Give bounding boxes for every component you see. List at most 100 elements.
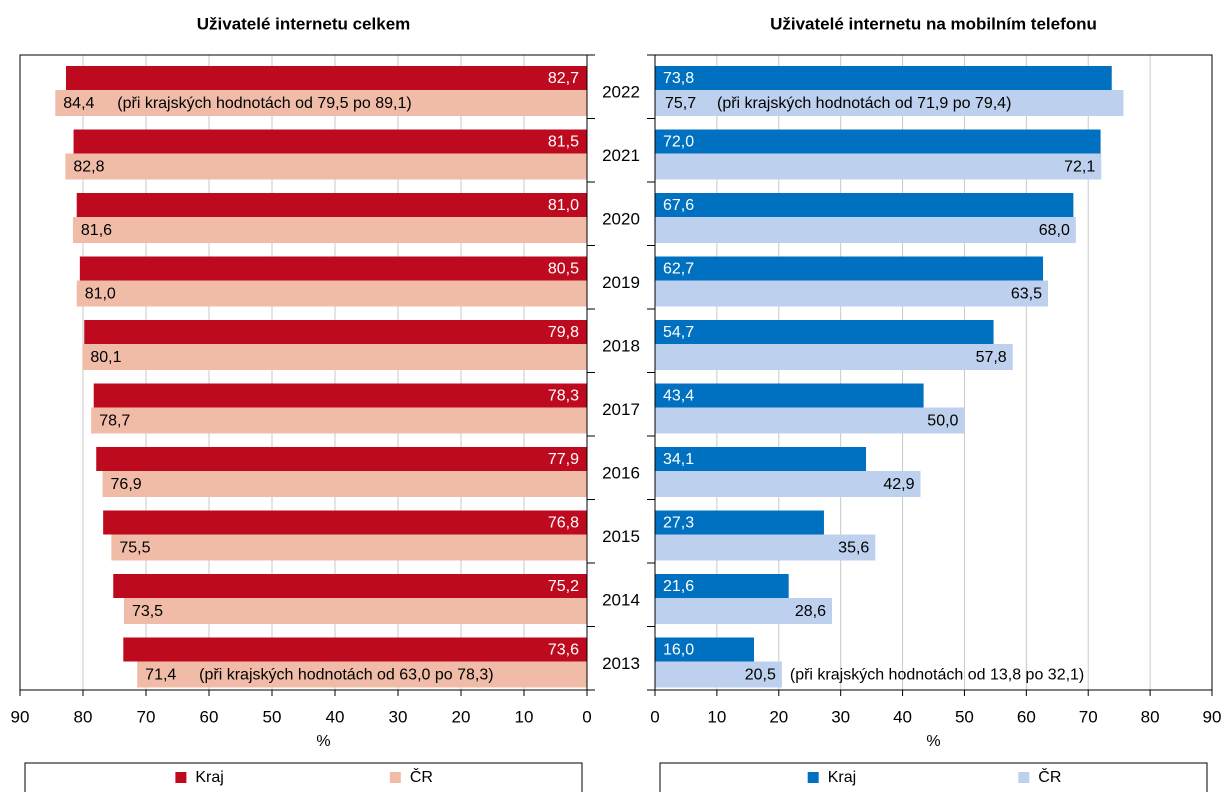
x-tick-label: 60 bbox=[1017, 707, 1036, 726]
bar bbox=[79, 256, 587, 281]
category-label: 2022 bbox=[602, 82, 640, 101]
bar bbox=[103, 510, 587, 535]
value-label: 72,1 bbox=[1064, 159, 1095, 176]
value-label: 82,7 bbox=[548, 70, 579, 87]
x-axis-label: % bbox=[316, 733, 330, 750]
value-label: 73,5 bbox=[132, 603, 163, 620]
bar bbox=[55, 90, 587, 116]
value-label: 72,0 bbox=[663, 134, 694, 151]
x-tick-label: 10 bbox=[515, 707, 534, 726]
x-tick-label: 80 bbox=[1141, 707, 1160, 726]
bar bbox=[123, 637, 587, 662]
bar bbox=[123, 598, 587, 624]
legend-box bbox=[659, 762, 1208, 792]
value-label: 54,7 bbox=[663, 324, 694, 341]
x-tick-label: 90 bbox=[1203, 707, 1222, 726]
value-label: 75,5 bbox=[119, 540, 150, 557]
value-label: 80,5 bbox=[548, 261, 579, 278]
value-label: 75,2 bbox=[548, 578, 579, 595]
bar bbox=[655, 447, 867, 471]
chart-title: Uživatelé internetu na mobilním telefonu bbox=[770, 14, 1097, 33]
category-label: 2021 bbox=[602, 146, 640, 165]
bar bbox=[65, 66, 588, 90]
bar bbox=[65, 153, 588, 180]
bar bbox=[655, 129, 1101, 154]
x-tick-label: 30 bbox=[389, 707, 408, 726]
value-label: 43,4 bbox=[663, 388, 694, 405]
annotation: (při krajských hodnotách od 71,9 po 79,4… bbox=[717, 95, 1011, 112]
bar bbox=[655, 534, 876, 561]
value-label: 20,5 bbox=[745, 667, 776, 684]
bar bbox=[655, 193, 1074, 217]
value-label: 81,5 bbox=[548, 134, 579, 151]
value-label: 76,9 bbox=[111, 476, 142, 493]
value-label: 81,0 bbox=[85, 286, 116, 303]
bar bbox=[82, 344, 588, 370]
bar bbox=[655, 217, 1076, 243]
value-label: 34,1 bbox=[663, 451, 694, 468]
bar bbox=[655, 344, 1013, 370]
legend-swatch bbox=[1018, 772, 1030, 783]
value-label: 81,0 bbox=[548, 197, 579, 214]
value-label: 81,6 bbox=[81, 222, 112, 239]
value-label: 42,9 bbox=[883, 476, 914, 493]
category-label: 2017 bbox=[602, 400, 640, 419]
x-tick-label: 20 bbox=[452, 707, 471, 726]
bar bbox=[96, 447, 587, 471]
value-label: 75,7 bbox=[665, 95, 696, 112]
value-label: 27,3 bbox=[663, 515, 694, 532]
x-tick-label: 60 bbox=[200, 707, 219, 726]
value-label: 21,6 bbox=[663, 578, 694, 595]
category-label: 2013 bbox=[602, 654, 640, 673]
bar bbox=[93, 383, 588, 408]
value-label: 82,8 bbox=[73, 159, 104, 176]
x-tick-label: 30 bbox=[831, 707, 850, 726]
value-label: 68,0 bbox=[1039, 222, 1070, 239]
bar bbox=[84, 320, 587, 344]
legend-swatch bbox=[389, 772, 401, 783]
category-label: 2014 bbox=[602, 590, 640, 609]
bar bbox=[113, 574, 588, 598]
legend-label: ČR bbox=[1038, 767, 1061, 786]
plot-frame bbox=[19, 54, 588, 691]
bar bbox=[655, 471, 921, 497]
bar bbox=[111, 534, 587, 561]
value-label: 67,6 bbox=[663, 197, 694, 214]
x-tick-label: 0 bbox=[650, 707, 659, 726]
value-label: 78,3 bbox=[548, 388, 579, 405]
x-tick-label: 50 bbox=[955, 707, 974, 726]
value-label: 80,1 bbox=[90, 349, 121, 366]
bar bbox=[655, 66, 1112, 90]
category-label: 2015 bbox=[602, 527, 640, 546]
legend-swatch bbox=[807, 772, 819, 783]
bar bbox=[655, 280, 1048, 307]
category-label: 2019 bbox=[602, 273, 640, 292]
bar bbox=[655, 510, 824, 535]
bar bbox=[137, 661, 587, 688]
value-label: 50,0 bbox=[927, 413, 958, 430]
x-tick-label: 70 bbox=[1079, 707, 1098, 726]
legend-label: Kraj bbox=[195, 769, 223, 786]
plot-frame bbox=[654, 54, 1213, 691]
bar bbox=[655, 153, 1102, 180]
value-label: 35,6 bbox=[838, 540, 869, 557]
bar bbox=[73, 129, 588, 154]
value-label: 16,0 bbox=[663, 642, 694, 659]
value-label: 78,7 bbox=[99, 413, 130, 430]
bar bbox=[655, 574, 789, 598]
bar bbox=[655, 256, 1044, 281]
x-tick-label: 20 bbox=[769, 707, 788, 726]
category-label: 2016 bbox=[602, 463, 640, 482]
legend-label: Kraj bbox=[828, 769, 856, 786]
x-tick-label: 40 bbox=[326, 707, 345, 726]
value-label: 84,4 bbox=[63, 95, 94, 112]
value-label: 79,8 bbox=[548, 324, 579, 341]
bar bbox=[76, 193, 587, 217]
bar bbox=[655, 90, 1124, 116]
annotation: (při krajských hodnotách od 79,5 po 89,1… bbox=[117, 95, 411, 112]
value-label: 63,5 bbox=[1011, 286, 1042, 303]
bar bbox=[91, 407, 587, 434]
bar bbox=[102, 471, 587, 497]
legend-box bbox=[24, 762, 583, 792]
category-label: 2020 bbox=[602, 209, 640, 228]
